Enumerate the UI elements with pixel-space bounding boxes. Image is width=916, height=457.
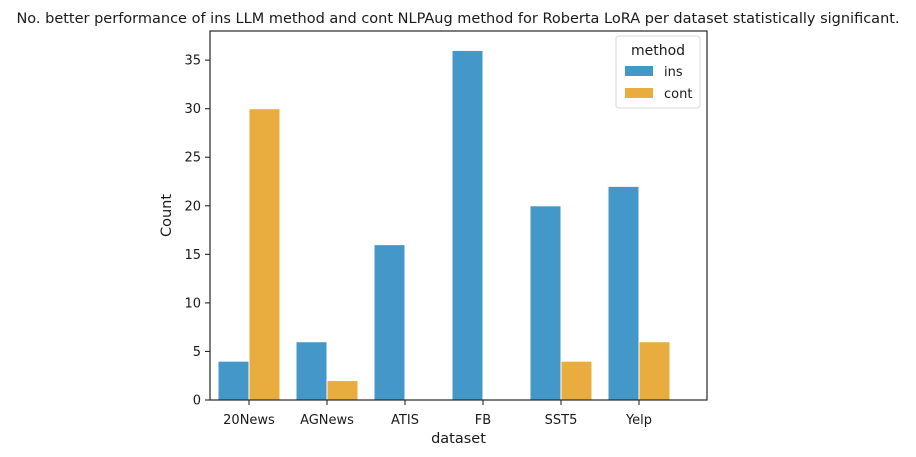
- legend-swatch-cont: [625, 88, 653, 98]
- bar-ins-AGNews: [295, 341, 328, 401]
- y-tick-label-10: 10: [184, 296, 201, 311]
- y-tick-label-25: 25: [184, 151, 201, 166]
- legend-swatch-ins: [625, 66, 653, 76]
- bar-ins-FB: [451, 49, 484, 401]
- bar-ins-20News: [217, 360, 250, 401]
- bar-ins-ATIS: [373, 244, 406, 401]
- bar-cont-SST5: [560, 360, 593, 401]
- plot-area: 0 5 10 15 20 25 30 35 20News AGNews ATIS FB SST5 Yelp: [184, 49, 671, 428]
- legend-label-cont: cont: [664, 87, 692, 102]
- x-axis-label: dataset: [431, 431, 486, 447]
- y-tick-label-0: 0: [193, 394, 201, 409]
- legend-title: method: [631, 43, 685, 59]
- y-tick-label-15: 15: [184, 248, 201, 263]
- bar-cont-AGNews: [326, 380, 359, 401]
- x-tick-label-AGNews: AGNews: [300, 413, 354, 428]
- legend: method ins cont: [615, 35, 701, 109]
- y-tick-label-30: 30: [184, 102, 201, 117]
- y-axis-label: Count: [159, 194, 175, 237]
- y-tick-label-20: 20: [184, 199, 201, 214]
- chart-title: No. better performance of ins LLM method…: [16, 11, 899, 27]
- x-tick-label-ATIS: ATIS: [391, 413, 419, 428]
- bar-ins-Yelp: [607, 185, 640, 401]
- bar-ins-SST5: [529, 205, 562, 401]
- x-tick-label-SST5: SST5: [545, 413, 578, 428]
- x-tick-label-20News: 20News: [223, 413, 275, 428]
- plot-frame: [209, 30, 708, 401]
- x-tick-label-Yelp: Yelp: [625, 413, 652, 428]
- bar-cont-Yelp: [638, 341, 671, 401]
- y-tick-label-5: 5: [193, 345, 201, 360]
- bar-cont-20News: [248, 108, 281, 401]
- legend-label-ins: ins: [664, 65, 683, 80]
- x-tick-label-FB: FB: [475, 413, 491, 428]
- y-tick-label-35: 35: [184, 54, 201, 69]
